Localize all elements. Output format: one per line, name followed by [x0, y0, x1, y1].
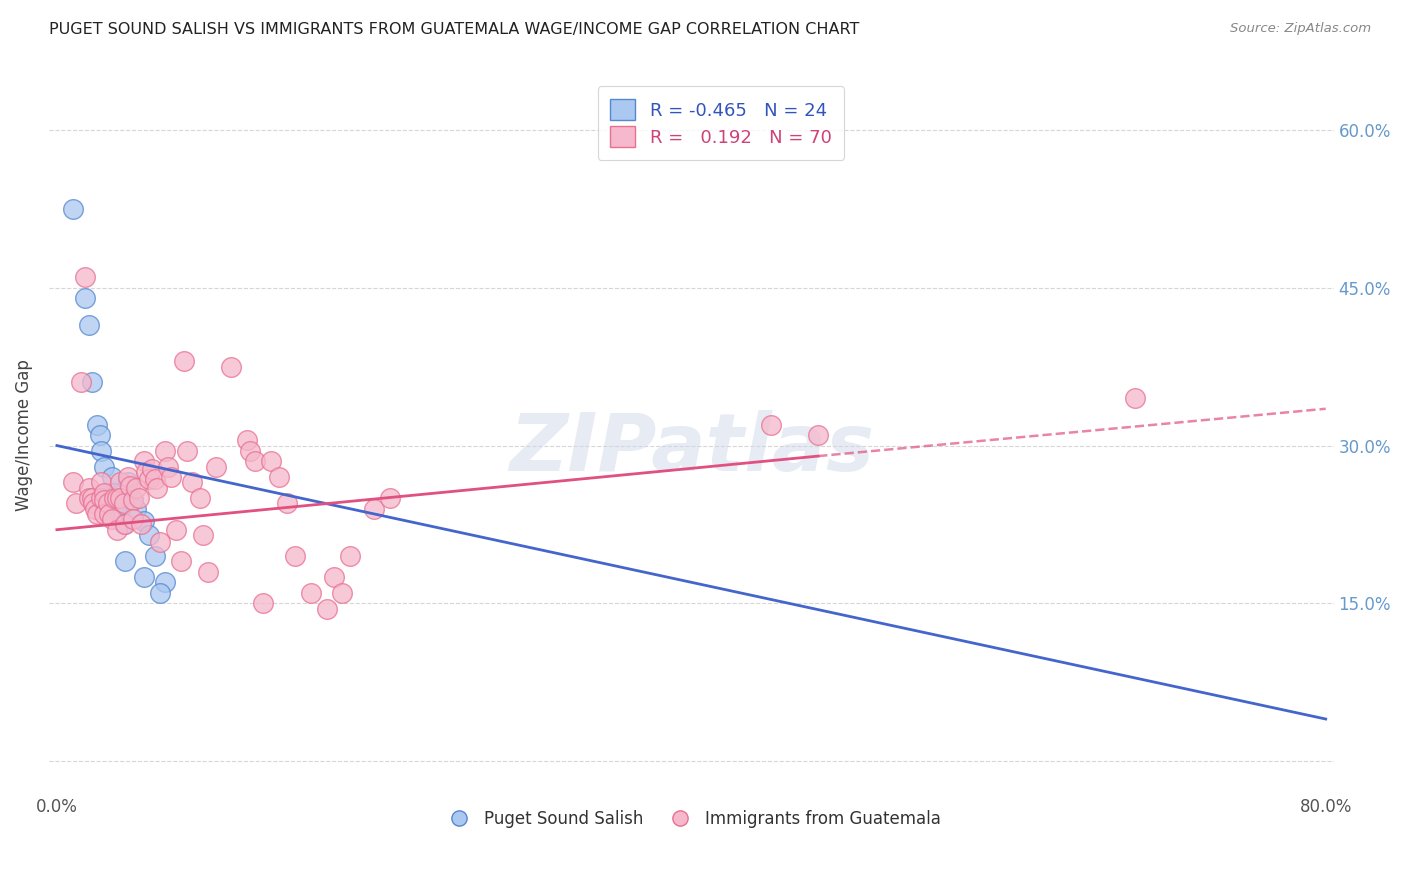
Point [1125, 391, 1147, 405]
Y-axis label: Wage/Income Gap: Wage/Income Gap [15, 359, 32, 511]
Point [276, 496, 298, 510]
Point [146, 481, 169, 495]
Point [188, 491, 211, 505]
Point [118, 478, 141, 492]
Point [180, 475, 202, 490]
Point [221, 359, 243, 374]
Point [93, 507, 115, 521]
Point [98, 507, 121, 521]
Point [149, 535, 172, 549]
Point [114, 554, 136, 568]
Point [90, 475, 112, 490]
Point [77, 481, 100, 495]
Point [103, 491, 125, 505]
Point [114, 517, 136, 532]
Point [122, 512, 145, 526]
Point [90, 443, 112, 458]
Point [134, 570, 156, 584]
Point [191, 528, 214, 542]
Point [169, 554, 191, 568]
Point [204, 459, 226, 474]
Point [110, 475, 132, 490]
Point [65, 496, 87, 510]
Point [134, 454, 156, 468]
Point [807, 428, 830, 442]
Point [93, 486, 115, 500]
Point [105, 496, 128, 510]
Point [112, 517, 135, 532]
Point [62, 202, 84, 216]
Point [103, 486, 125, 500]
Point [236, 434, 259, 448]
Point [339, 549, 361, 563]
Point [363, 501, 385, 516]
Point [86, 417, 108, 432]
Point [62, 475, 84, 490]
Point [153, 443, 176, 458]
Point [252, 596, 274, 610]
Point [117, 470, 139, 484]
Point [77, 318, 100, 332]
Point [243, 454, 266, 468]
Point [141, 461, 163, 475]
Point [143, 549, 166, 563]
Point [156, 459, 179, 474]
Point [138, 472, 160, 486]
Point [176, 443, 198, 458]
Point [82, 496, 104, 510]
Point [260, 454, 283, 468]
Point [160, 470, 183, 484]
Point [153, 575, 176, 590]
Point [101, 512, 124, 526]
Point [90, 491, 112, 505]
Point [239, 443, 262, 458]
Point [75, 270, 97, 285]
Point [125, 501, 148, 516]
Point [128, 491, 150, 505]
Point [759, 417, 782, 432]
Point [122, 493, 145, 508]
Point [378, 491, 401, 505]
Point [105, 491, 128, 505]
Point [75, 291, 97, 305]
Point [110, 491, 132, 505]
Point [267, 470, 290, 484]
Text: Source: ZipAtlas.com: Source: ZipAtlas.com [1230, 22, 1371, 36]
Point [138, 528, 160, 542]
Point [165, 523, 187, 537]
Point [323, 570, 346, 584]
Point [105, 523, 128, 537]
Point [110, 507, 132, 521]
Point [125, 481, 148, 495]
Point [197, 565, 219, 579]
Text: ZIPatlas: ZIPatlas [509, 410, 873, 488]
Point [80, 376, 103, 390]
Point [89, 428, 111, 442]
Point [69, 376, 91, 390]
Legend: Puget Sound Salish, Immigrants from Guatemala: Puget Sound Salish, Immigrants from Guat… [436, 803, 948, 834]
Point [80, 491, 103, 505]
Point [129, 517, 152, 532]
Text: PUGET SOUND SALISH VS IMMIGRANTS FROM GUATEMALA WAGE/INCOME GAP CORRELATION CHAR: PUGET SOUND SALISH VS IMMIGRANTS FROM GU… [49, 22, 859, 37]
Point [315, 601, 337, 615]
Point [299, 586, 322, 600]
Point [112, 496, 135, 510]
Point [97, 496, 120, 510]
Point [117, 475, 139, 490]
Point [84, 501, 107, 516]
Point [93, 459, 115, 474]
Point [284, 549, 307, 563]
Point [93, 493, 115, 508]
Point [332, 586, 354, 600]
Point [97, 486, 120, 500]
Point [149, 586, 172, 600]
Point [143, 472, 166, 486]
Point [134, 514, 156, 528]
Point [122, 493, 145, 508]
Point [77, 491, 100, 505]
Point [135, 465, 157, 479]
Point [86, 507, 108, 521]
Point [101, 470, 124, 484]
Point [173, 354, 195, 368]
